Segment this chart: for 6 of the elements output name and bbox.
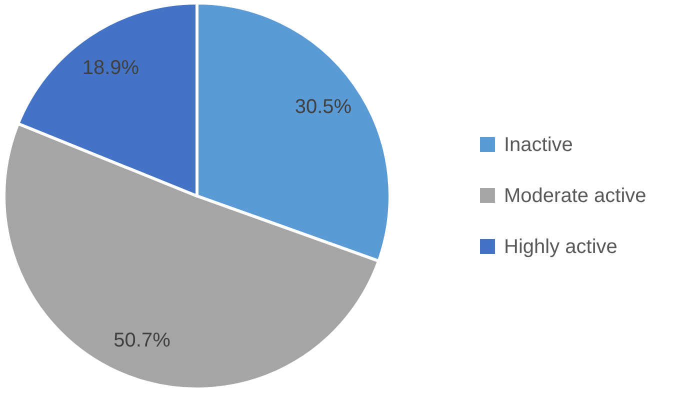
data-label: 18.9% — [82, 56, 140, 79]
legend-label: Moderate active — [504, 185, 646, 207]
legend-label: Inactive — [504, 134, 573, 156]
data-label: 30.5% — [294, 96, 352, 118]
data-label: 50.7% — [114, 329, 171, 352]
legend-label: Highly active — [504, 236, 618, 258]
